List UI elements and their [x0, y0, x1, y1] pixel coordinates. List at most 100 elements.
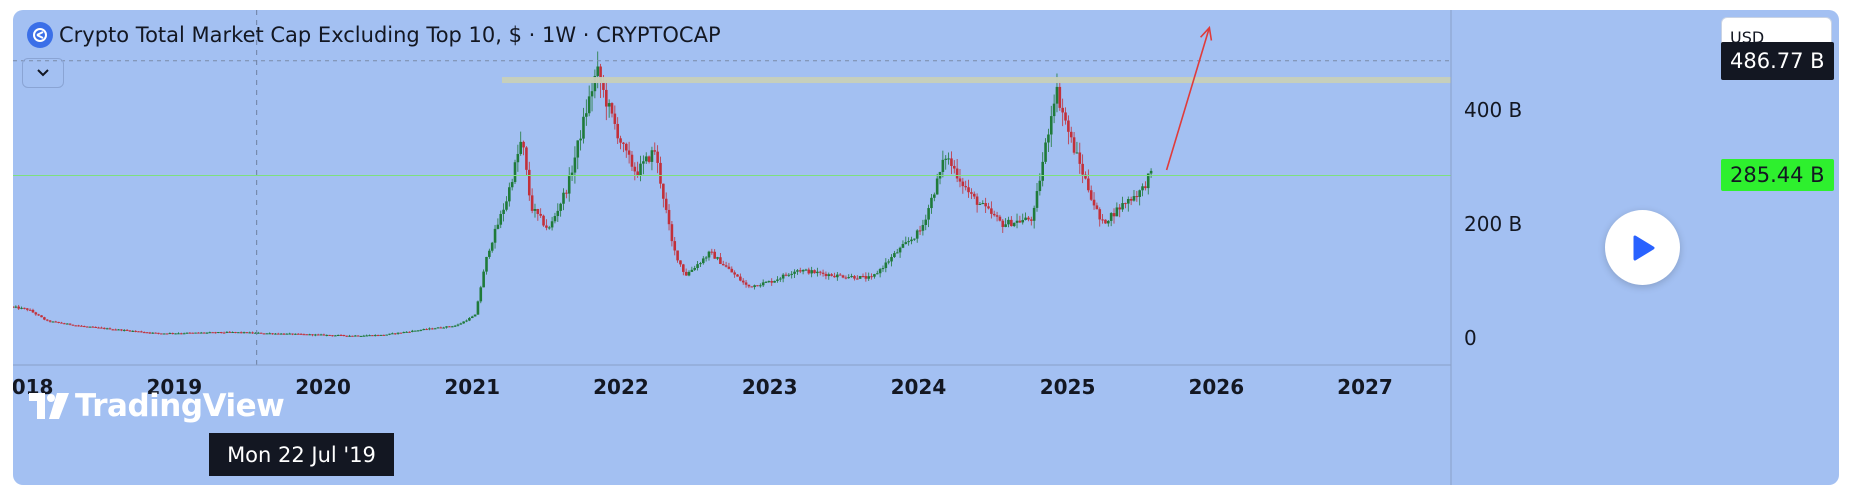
- last-price-tag: 285.44 B: [1721, 159, 1834, 192]
- candle-body: [659, 162, 662, 184]
- candle-body: [345, 335, 349, 337]
- candle-body: [764, 281, 768, 283]
- candle-body: [582, 116, 585, 139]
- candle-body: [527, 169, 531, 196]
- candle-body: [445, 326, 448, 328]
- candle-body: [17, 306, 21, 309]
- candle-body: [599, 66, 602, 83]
- candle-body: [137, 331, 140, 333]
- candle-body: [14, 306, 18, 308]
- candle-body: [513, 162, 517, 183]
- candle-body: [479, 287, 483, 302]
- candle-body: [502, 209, 505, 214]
- chart-frame: 2018201920202021202220232024202520262027…: [13, 10, 1839, 485]
- candle-body: [296, 333, 300, 335]
- candle-body: [647, 156, 651, 162]
- candle-body: [28, 309, 32, 311]
- candle-body: [222, 332, 226, 334]
- candle-body: [741, 280, 745, 283]
- candle-body: [525, 147, 528, 170]
- candle-body: [237, 332, 240, 334]
- candle-body: [607, 103, 611, 107]
- candle-body: [120, 329, 123, 331]
- candle-body: [850, 276, 853, 278]
- candle-body: [208, 332, 212, 334]
- candle-body: [967, 187, 970, 193]
- resistance-line[interactable]: [501, 77, 1451, 84]
- x-tick-label: 2025: [1040, 375, 1096, 399]
- candle-body: [399, 332, 403, 334]
- projection-arrow[interactable]: [1165, 27, 1211, 171]
- candle-body: [1087, 178, 1090, 191]
- candle-body: [858, 276, 862, 279]
- candle-body: [305, 334, 309, 336]
- candle-body: [496, 224, 500, 229]
- chart-canvas[interactable]: 2018201920202021202220232024202520262027…: [13, 10, 1839, 485]
- candle-body: [311, 334, 314, 336]
- candle-body: [482, 271, 485, 288]
- candle-body: [413, 330, 417, 332]
- marker-price-tag: 486.77 B: [1721, 41, 1834, 80]
- candle-body: [1004, 224, 1007, 227]
- candle-body: [194, 332, 197, 334]
- candle-body: [422, 329, 426, 331]
- candle-body: [1010, 219, 1013, 227]
- candle-body: [160, 333, 163, 335]
- candle-body: [225, 331, 229, 333]
- candle-body: [265, 333, 269, 335]
- candle-body: [650, 150, 654, 162]
- candle-body: [978, 203, 982, 205]
- candle-body: [682, 264, 685, 272]
- candle-body: [60, 322, 63, 324]
- candle-body: [91, 326, 95, 328]
- candle-body: [505, 201, 508, 210]
- candle-body: [767, 281, 771, 283]
- candle-body: [1052, 103, 1056, 117]
- x-tick-label: 2022: [593, 375, 649, 399]
- candle-body: [719, 257, 722, 264]
- candle-body: [690, 269, 694, 272]
- candle-body: [933, 194, 936, 198]
- candle-body: [80, 325, 83, 327]
- candle-body: [448, 326, 451, 328]
- candle-body: [276, 333, 280, 335]
- candle-body: [257, 332, 260, 334]
- candle-body: [519, 141, 523, 154]
- candle-body: [1098, 209, 1102, 220]
- tradingview-watermark: TradingView: [29, 388, 285, 424]
- candle-body: [51, 321, 55, 323]
- candle-body: [952, 165, 956, 169]
- candle-body: [134, 330, 137, 332]
- candle-body: [1064, 112, 1067, 121]
- candle-body: [131, 330, 135, 332]
- candle-body: [778, 278, 782, 280]
- cryptocap-logo-icon: [27, 22, 53, 48]
- candle-body: [1081, 163, 1084, 175]
- candle-body: [385, 334, 388, 336]
- candle-body: [579, 138, 582, 141]
- candle-body: [559, 203, 562, 211]
- candle-body: [43, 317, 46, 320]
- play-button[interactable]: [1605, 210, 1680, 285]
- candle-body: [199, 332, 203, 334]
- candle-body: [935, 178, 939, 195]
- candle-body: [408, 331, 411, 333]
- candle-body: [1021, 219, 1025, 223]
- candle-body: [716, 257, 719, 259]
- candle-body: [268, 333, 272, 335]
- candle-body: [1104, 219, 1107, 224]
- candle-body: [975, 196, 979, 205]
- candle-body: [1138, 190, 1141, 197]
- candle-body: [405, 331, 408, 333]
- collapse-button[interactable]: [22, 58, 64, 88]
- candle-body: [687, 271, 691, 276]
- y-tick-label: 200 B: [1464, 212, 1522, 236]
- candle-body: [365, 335, 368, 337]
- candle-body: [493, 228, 497, 243]
- x-tick-label: 2026: [1188, 375, 1244, 399]
- candle-body: [1109, 213, 1113, 221]
- candle-body: [97, 327, 100, 329]
- candle-body: [339, 334, 343, 336]
- x-tick-label: 2027: [1337, 375, 1393, 399]
- candle-body: [759, 285, 762, 287]
